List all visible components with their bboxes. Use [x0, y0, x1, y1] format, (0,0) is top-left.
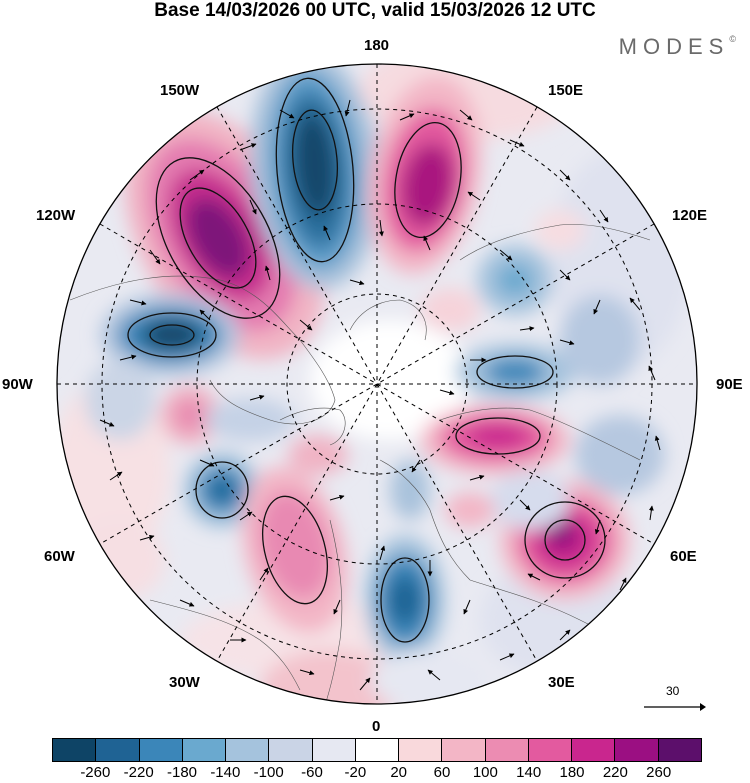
map-boundary [56, 63, 698, 705]
anomaly-field [57, 64, 697, 704]
colorbar-swatch [658, 739, 701, 761]
reference-vector-label: 30 [666, 684, 680, 698]
lon-label-90e: 90E [716, 376, 743, 393]
colorbar-tick-label: -140 [210, 764, 241, 781]
colorbar-swatch [572, 739, 616, 761]
colorbar-swatch [615, 739, 659, 761]
colorbar-tick-label: 260 [646, 764, 672, 781]
colorbar-tick-label: -100 [253, 764, 284, 781]
colorbar-swatch [53, 739, 97, 761]
colorbar-swatch [269, 739, 313, 761]
lon-label-30e: 30E [548, 674, 575, 691]
colorbar-swatch [355, 739, 400, 761]
brand-name: MODES [618, 34, 730, 59]
colorbar-swatch [96, 739, 140, 761]
lon-label-60e: 60E [670, 548, 697, 565]
colorbar-tick-label: 100 [472, 764, 498, 781]
graticule [57, 64, 697, 704]
colorbar-tick-label: -60 [301, 764, 323, 781]
map-title: Base 14/03/2026 00 UTC, valid 15/03/2026… [154, 0, 596, 21]
colorbar-tick-label: -260 [80, 764, 111, 781]
colorbar-tick-label: -180 [166, 764, 198, 781]
lon-label-150w: 150W [160, 82, 200, 99]
colorbar-tick-label: 60 [433, 764, 451, 781]
reference-vector-arrow [644, 703, 706, 711]
colorbar-tick-label: 220 [602, 764, 628, 781]
colorbar [52, 738, 702, 762]
brand-mark: © [729, 34, 736, 44]
colorbar-swatch [312, 739, 356, 761]
lon-label-30w: 30W [169, 674, 200, 691]
colorbar-swatch [226, 739, 270, 761]
colorbar-swatch [528, 739, 573, 761]
lon-label-60w: 60W [44, 548, 75, 565]
lon-label-120w: 120W [36, 207, 76, 224]
colorbar-tick-label: -20 [344, 764, 367, 781]
colorbar-swatch [485, 739, 529, 761]
colorbar-swatch [442, 739, 486, 761]
colorbar-tick-label: 140 [516, 764, 542, 781]
colorbar-tick-label: -220 [123, 764, 154, 781]
brand-logo: MODES© [619, 34, 736, 60]
lon-label-0: 0 [372, 718, 381, 735]
colorbar-swatch [399, 739, 443, 761]
lon-label-180: 180 [364, 37, 390, 54]
colorbar-swatch [139, 739, 183, 761]
lon-label-150e: 150E [548, 82, 584, 99]
colorbar-swatch [182, 739, 227, 761]
colorbar-ticks: -260 -220 -180 -140 -100 -60 -20 20 60 100 140 180 2… [52, 764, 702, 782]
colorbar-tick-label: 180 [559, 764, 585, 781]
colorbar-tick-label: 20 [390, 764, 407, 781]
lon-label-90w: 90W [2, 376, 33, 393]
lon-label-120e: 120E [672, 207, 708, 224]
